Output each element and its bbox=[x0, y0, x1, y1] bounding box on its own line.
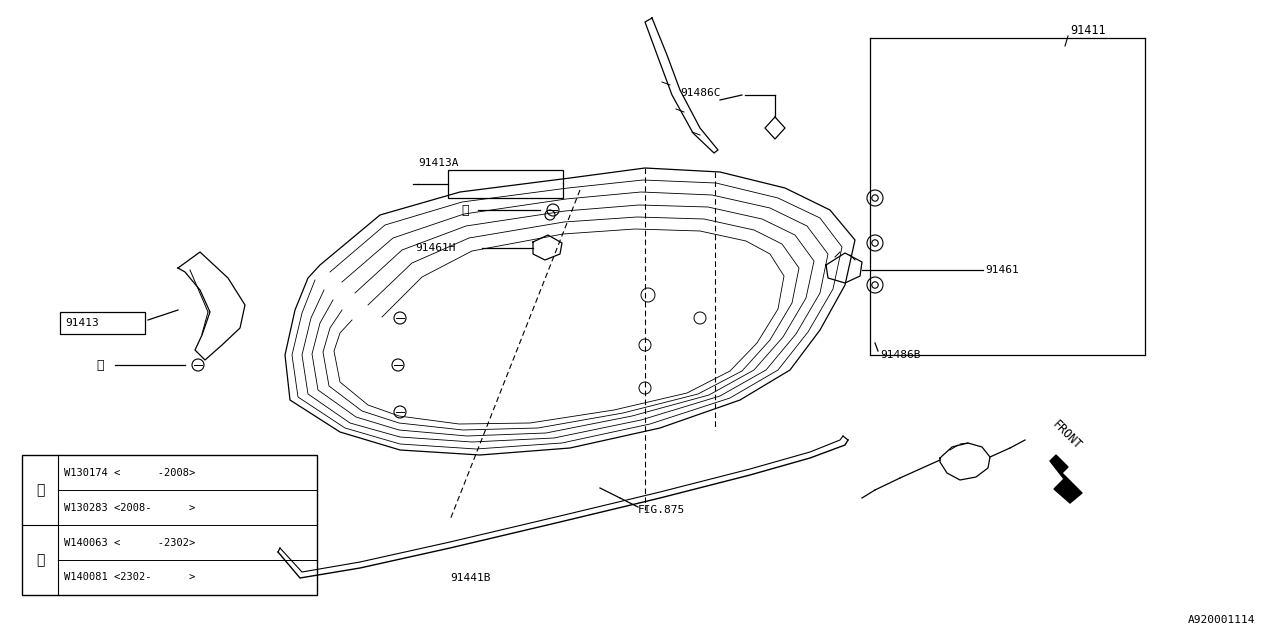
Bar bbox=[22, 455, 317, 595]
Text: FIG.875: FIG.875 bbox=[637, 505, 685, 515]
Text: FRONT: FRONT bbox=[1050, 418, 1084, 452]
Text: W130174 <      -2008>: W130174 < -2008> bbox=[64, 467, 196, 477]
Bar bbox=[448, 170, 563, 198]
Text: 91441B: 91441B bbox=[451, 573, 490, 583]
Text: 91486B: 91486B bbox=[881, 350, 920, 360]
Text: 91461: 91461 bbox=[986, 265, 1019, 275]
Text: 91413A: 91413A bbox=[419, 158, 458, 168]
Bar bbox=[60, 312, 145, 334]
Text: A920001114: A920001114 bbox=[1188, 615, 1254, 625]
Text: ①: ① bbox=[96, 358, 104, 371]
Polygon shape bbox=[1050, 455, 1082, 503]
Text: 91486C: 91486C bbox=[680, 88, 721, 98]
Text: ①: ① bbox=[36, 483, 45, 497]
Text: ①: ① bbox=[461, 204, 468, 216]
Text: 91413: 91413 bbox=[65, 318, 99, 328]
Text: W130283 <2008-      >: W130283 <2008- > bbox=[64, 502, 196, 513]
Text: W140063 <      -2302>: W140063 < -2302> bbox=[64, 538, 196, 547]
Text: 91411: 91411 bbox=[1070, 24, 1106, 36]
Text: W140081 <2302-      >: W140081 <2302- > bbox=[64, 573, 196, 582]
Text: 91461H: 91461H bbox=[415, 243, 456, 253]
Text: ②: ② bbox=[36, 553, 45, 567]
